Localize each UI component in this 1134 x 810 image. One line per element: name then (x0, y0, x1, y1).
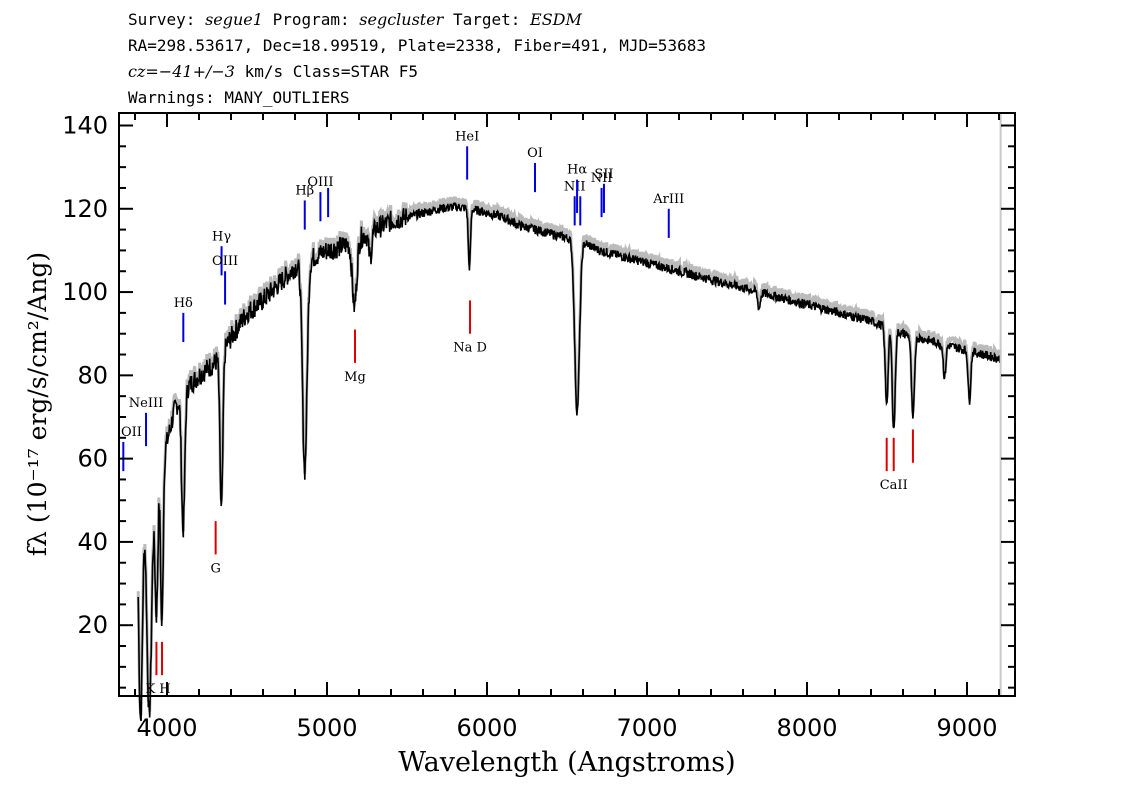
emission-line-label: Hβ (295, 183, 314, 198)
x-tick-label: 6000 (456, 714, 517, 742)
absorption-line-label: Mg (344, 370, 366, 385)
error-band-line (136, 196, 1002, 716)
program-name: segcluster (359, 10, 444, 29)
header-line-2: RA=298.53617, Dec=18.99519, Plate=2338, … (128, 36, 706, 55)
y-tick-label: 100 (62, 278, 108, 306)
plot-frame (118, 112, 1016, 697)
survey-name: segue1 (205, 10, 263, 29)
emission-line-label: OII (121, 425, 142, 440)
emission-line-label: Hα (567, 163, 587, 178)
emission-line-label: ArIII (652, 192, 684, 207)
emission-line-label: OIII (307, 175, 333, 190)
x-tick-label: 9000 (936, 714, 997, 742)
spectrum-line (137, 202, 1002, 722)
emission-line-label: OIII (212, 254, 238, 269)
header-line-1: Survey: segue1 Program: segcluster Targe… (128, 10, 582, 29)
header-line-3: cz=−41+/−3 km/s Class=STAR F5 (128, 62, 418, 81)
emission-line-label: Hδ (174, 296, 193, 311)
emission-line-label: NII (564, 179, 586, 194)
redshift-value: cz=−41+/−3 (128, 62, 235, 81)
x-tick-label: 8000 (776, 714, 837, 742)
absorption-line-label: CaII (880, 478, 908, 493)
emission-line-label: NII (591, 171, 613, 186)
header-line-4: Warnings: MANY_OUTLIERS (128, 88, 350, 107)
y-tick-label: 140 (62, 111, 108, 139)
y-tick-label: 40 (77, 528, 108, 556)
emission-line-label: SII (594, 167, 613, 182)
y-tick-label: 20 (77, 611, 108, 639)
x-tick-label: 7000 (616, 714, 677, 742)
y-tick-label: 80 (77, 361, 108, 389)
emission-line-label: NeIII (129, 396, 163, 411)
absorption-line-label: G (210, 561, 220, 576)
absorption-line-label: Na D (453, 341, 487, 356)
x-tick-label: 5000 (296, 714, 357, 742)
emission-line-label: HeI (455, 129, 479, 144)
emission-line-label: OI (527, 146, 543, 161)
emission-line-label: Hγ (212, 229, 231, 244)
target-name: ESDM (530, 10, 582, 29)
y-axis-label: fλ (10⁻¹⁷ erg/s/cm²/Ang) (23, 252, 52, 556)
absorption-line-label: K H (145, 682, 170, 697)
x-tick-label: 4000 (136, 714, 197, 742)
y-tick-label: 60 (77, 445, 108, 473)
x-axis-label: Wavelength (Angstroms) (398, 747, 735, 778)
y-tick-label: 120 (62, 195, 108, 223)
